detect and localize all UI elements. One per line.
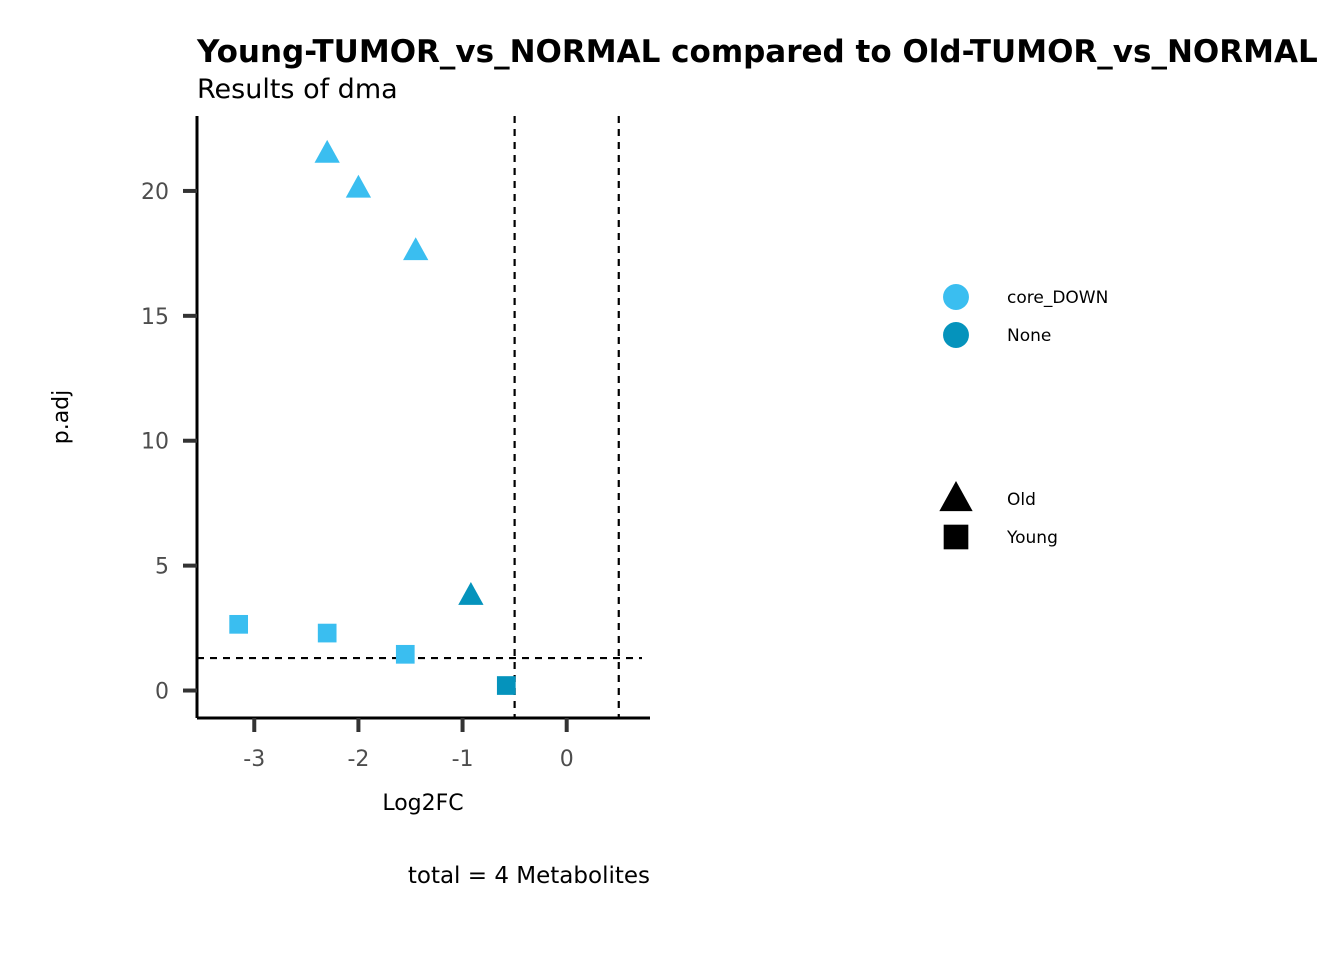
legend: core_DOWN None Old Young <box>939 284 1108 550</box>
y-axis-title: p.adj <box>49 390 74 445</box>
data-point-4 <box>229 614 249 634</box>
x-tick-label-2: -1 <box>452 747 474 772</box>
y-tick-label-0: 0 <box>155 680 169 705</box>
x-tick-label-1: -2 <box>347 747 369 772</box>
legend-shape-label-0: Old <box>1007 490 1036 510</box>
legend-shape-label-1: Young <box>1006 528 1058 548</box>
legend-shape-key-1 <box>943 524 969 550</box>
data-point-1 <box>345 174 372 198</box>
chart-title: Young-TUMOR_vs_NORMAL compared to Old-TU… <box>196 34 1318 70</box>
chart-subtitle: Results of dma <box>197 74 398 105</box>
y-tick-label-1: 5 <box>155 555 169 580</box>
x-axis-title: Log2FC <box>382 791 463 816</box>
legend-color-label-1: None <box>1007 326 1051 346</box>
data-point-0 <box>314 139 340 163</box>
data-point-6 <box>395 644 415 664</box>
legend-color-key-1 <box>943 322 969 348</box>
legend-color-label-0: core_DOWN <box>1007 288 1108 308</box>
threshold-lines <box>197 116 642 718</box>
data-point-3 <box>458 581 484 605</box>
axes <box>195 116 650 720</box>
y-tick-label-2: 10 <box>141 430 169 455</box>
chart-caption: total = 4 Metabolites <box>408 863 650 889</box>
data-point-7 <box>496 676 516 695</box>
legend-shape-key-0 <box>939 481 973 512</box>
legend-color-key-0 <box>943 284 969 310</box>
data-point-5 <box>317 623 337 643</box>
x-tick-label-3: 0 <box>560 747 574 772</box>
data-point-2 <box>403 237 429 261</box>
x-tick-label-0: -3 <box>243 747 265 772</box>
y-tick-label-4: 20 <box>141 180 169 205</box>
data-points <box>229 139 516 695</box>
y-tick-label-3: 15 <box>141 305 169 330</box>
axis-ticks: -3 -2 -1 0 0 5 10 15 20 <box>141 180 574 772</box>
